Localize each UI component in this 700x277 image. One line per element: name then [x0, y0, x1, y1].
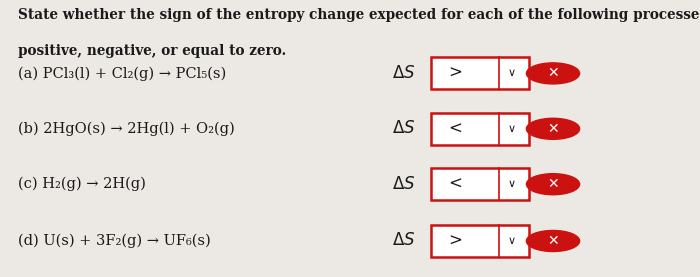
- FancyBboxPatch shape: [430, 113, 528, 145]
- Text: (c) H₂(g) → 2H(g): (c) H₂(g) → 2H(g): [18, 177, 146, 191]
- Text: positive, negative, or equal to zero.: positive, negative, or equal to zero.: [18, 44, 286, 58]
- Text: >: >: [448, 65, 462, 82]
- Text: $\Delta S$: $\Delta S$: [392, 176, 415, 193]
- Text: $\Delta S$: $\Delta S$: [392, 65, 415, 82]
- Text: ✕: ✕: [547, 66, 559, 80]
- Text: ∨: ∨: [508, 179, 516, 189]
- Text: <: <: [448, 176, 462, 193]
- FancyBboxPatch shape: [430, 168, 528, 200]
- Circle shape: [526, 174, 580, 195]
- Text: >: >: [448, 232, 462, 250]
- Text: ✕: ✕: [547, 122, 559, 136]
- Text: (d) U(s) + 3F₂(g) → UF₆(s): (d) U(s) + 3F₂(g) → UF₆(s): [18, 234, 210, 248]
- Circle shape: [526, 230, 580, 252]
- Text: ∨: ∨: [508, 124, 516, 134]
- Text: $\Delta S$: $\Delta S$: [392, 232, 415, 250]
- Text: State whether the sign of the entropy change expected for each of the following : State whether the sign of the entropy ch…: [18, 8, 700, 22]
- Circle shape: [526, 118, 580, 139]
- Circle shape: [526, 63, 580, 84]
- Text: (b) 2HgO(s) → 2Hg(l) + O₂(g): (b) 2HgO(s) → 2Hg(l) + O₂(g): [18, 122, 234, 136]
- FancyBboxPatch shape: [430, 57, 528, 89]
- Text: <: <: [448, 120, 462, 137]
- Text: ∨: ∨: [508, 236, 516, 246]
- Text: (a) PCl₃(l) + Cl₂(g) → PCl₅(s): (a) PCl₃(l) + Cl₂(g) → PCl₅(s): [18, 66, 225, 81]
- Text: ∨: ∨: [508, 68, 516, 78]
- Text: ✕: ✕: [547, 177, 559, 191]
- Text: $\Delta S$: $\Delta S$: [392, 120, 415, 137]
- FancyBboxPatch shape: [430, 225, 528, 257]
- Text: ✕: ✕: [547, 234, 559, 248]
